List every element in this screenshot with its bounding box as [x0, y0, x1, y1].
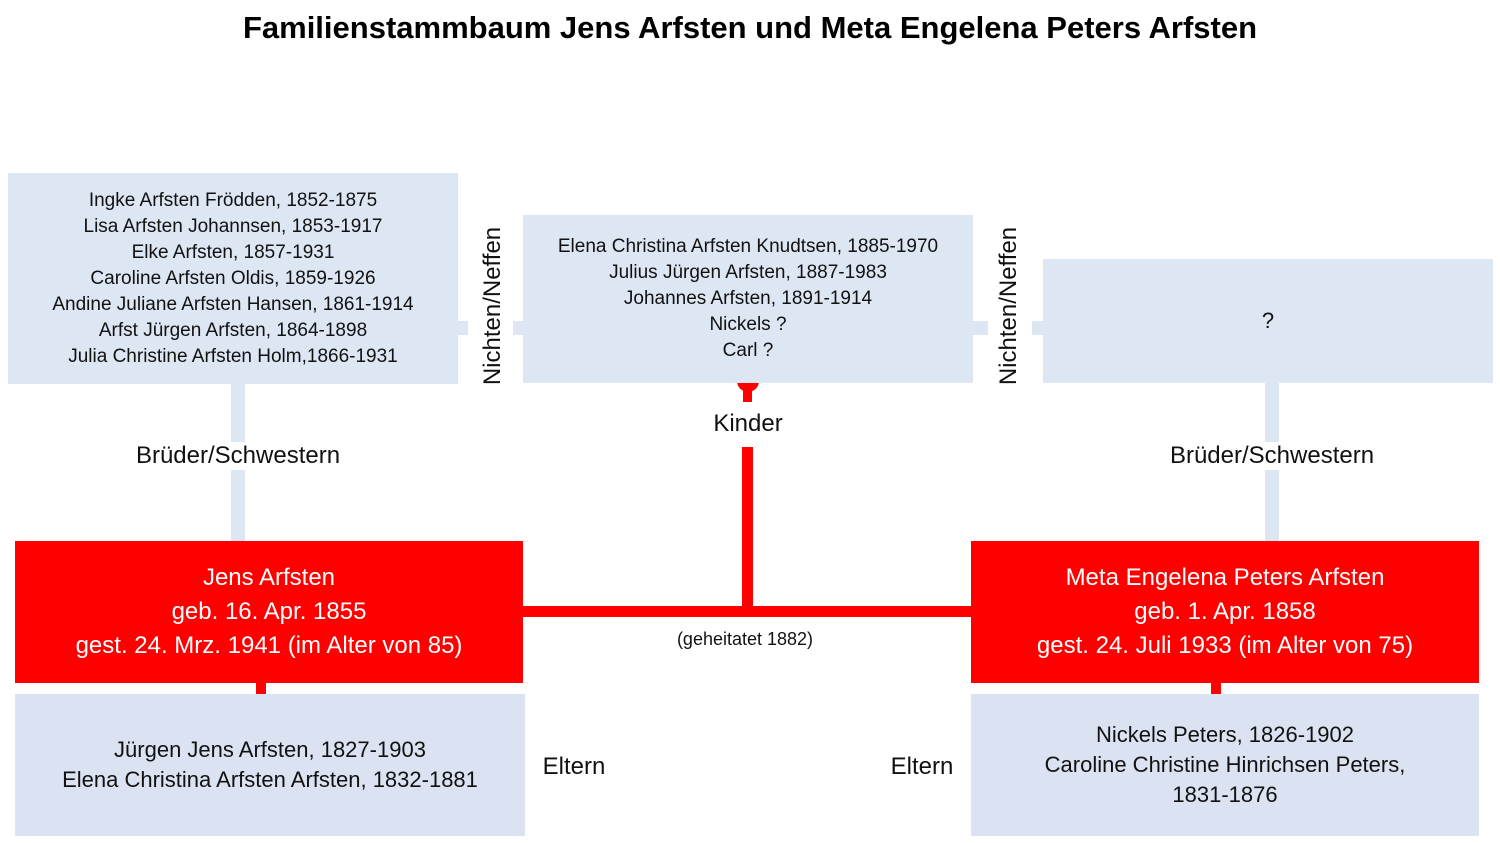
children-box: Elena Christina Arfsten Knudtsen, 1885-1…	[523, 215, 973, 383]
jens-name: Jens Arfsten	[202, 564, 336, 591]
sibling-name: ?	[1261, 308, 1275, 333]
meta-parents-label: Eltern	[890, 753, 954, 780]
marriage-label: (geheitatet 1882)	[676, 629, 814, 649]
meta-box: Meta Engelena Peters Arfsten geb. 1. Apr…	[971, 541, 1479, 683]
meta-parents-box: Nickels Peters, 1826-1902 Caroline Chris…	[971, 694, 1479, 836]
jens-parents-connector	[256, 683, 266, 695]
right-siblings-box: ?	[1043, 259, 1493, 383]
nieces-label-right: Nichten/Neffen	[995, 226, 1022, 386]
jens-born: geb. 16. Apr. 1855	[171, 598, 367, 625]
right-nieces-connector-a	[972, 321, 988, 335]
children-label: Kinder	[713, 410, 783, 437]
parent-name: 1831-1876	[1172, 782, 1278, 807]
jens-parents-label: Eltern	[542, 753, 606, 780]
meta-parents-connector	[1211, 683, 1221, 695]
jens-died: gest. 24. Mrz. 1941 (im Alter von 85)	[75, 632, 463, 659]
diagram-title: Familienstammbaum Jens Arfsten und Meta …	[242, 10, 1258, 45]
sibling-name: Lisa Arfsten Johannsen, 1853-1917	[83, 215, 383, 237]
jens-box: Jens Arfsten geb. 16. Apr. 1855 gest. 24…	[15, 541, 523, 683]
jens-parents-box: Jürgen Jens Arfsten, 1827-1903 Elena Chr…	[15, 694, 525, 836]
meta-born: geb. 1. Apr. 1858	[1134, 598, 1316, 625]
children-stem-top	[743, 386, 752, 402]
meta-died: gest. 24. Juli 1933 (im Alter von 75)	[1036, 632, 1414, 659]
left-nieces-connector-a	[458, 321, 468, 335]
meta-name: Meta Engelena Peters Arfsten	[1065, 564, 1385, 591]
parent-name: Nickels Peters, 1826-1902	[1095, 722, 1355, 747]
left-siblings-label: Brüder/Schwestern	[108, 442, 368, 470]
sibling-name: Arfst Jürgen Arfsten, 1864-1898	[98, 319, 368, 341]
sibling-name: Ingke Arfsten Frödden, 1852-1875	[88, 189, 378, 211]
parent-name: Caroline Christine Hinrichsen Peters,	[1044, 752, 1406, 777]
sibling-name: Caroline Arfsten Oldis, 1859-1926	[90, 267, 376, 289]
child-name: Elena Christina Arfsten Knudtsen, 1885-1…	[557, 236, 939, 257]
sibling-name: Elke Arfsten, 1857-1931	[131, 241, 335, 263]
parent-name: Elena Christina Arfsten Arfsten, 1832-18…	[62, 767, 478, 792]
child-name: Carl ?	[722, 340, 774, 361]
child-name: Julius Jürgen Arfsten, 1887-1983	[609, 262, 887, 283]
nieces-label-left: Nichten/Neffen	[479, 226, 506, 386]
child-name: Johannes Arfsten, 1891-1914	[623, 288, 873, 309]
right-siblings-label: Brüder/Schwestern	[1134, 442, 1410, 470]
left-nieces-connector-b	[513, 321, 524, 335]
right-nieces-connector-b	[1032, 321, 1044, 335]
sibling-name: Andine Juliane Arfsten Hansen, 1861-1914	[52, 293, 414, 315]
parent-name: Jürgen Jens Arfsten, 1827-1903	[114, 737, 426, 762]
child-name: Nickels ?	[709, 314, 787, 335]
sibling-name: Julia Christine Arfsten Holm,1866-1931	[68, 345, 398, 367]
children-stem	[742, 447, 753, 612]
left-siblings-box: Ingke Arfsten Frödden, 1852-1875 Lisa Ar…	[8, 173, 458, 384]
